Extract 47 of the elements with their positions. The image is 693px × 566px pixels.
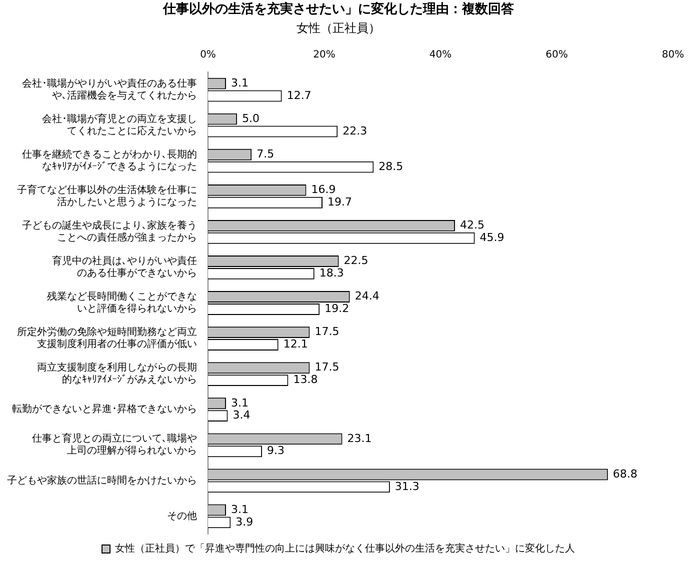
data-label: 3.1 bbox=[231, 396, 249, 410]
data-label: 42.5 bbox=[460, 218, 485, 232]
data-label: 9.3 bbox=[267, 444, 285, 458]
y-tick-label: 育児中の社員は､やりがいや責任のある仕事ができないから bbox=[52, 255, 197, 280]
data-label: 13.8 bbox=[293, 373, 318, 386]
data-label: 68.8 bbox=[612, 467, 638, 480]
data-label: 12.1 bbox=[283, 338, 308, 351]
chart-title: 仕事以外の生活を充実させたい」に変化した理由：複数回答 bbox=[162, 1, 514, 18]
x-tick-label: 0% bbox=[200, 50, 216, 61]
data-label: 5.0 bbox=[242, 112, 260, 125]
y-tick-label: 所定外労働の免除や短時間勤務など両立支援制度利用者の仕事の評価が低い bbox=[17, 326, 197, 350]
data-label: 16.9 bbox=[311, 183, 336, 196]
y-tick-label: 子育てなど仕事以外の生活体験を仕事に活かしたいと思うようになった bbox=[17, 184, 197, 208]
data-label: 3.9 bbox=[236, 515, 254, 528]
y-tick-label: 子どもの誕生や成長により､家族を養うことへの責任感が強まったから bbox=[22, 220, 197, 244]
data-label: 24.4 bbox=[354, 290, 380, 303]
data-label: 28.5 bbox=[378, 160, 404, 173]
data-label: 18.3 bbox=[319, 266, 344, 280]
data-label: 22.5 bbox=[344, 254, 368, 268]
x-tick-label: 60% bbox=[546, 50, 568, 61]
data-label: 19.7 bbox=[328, 195, 352, 208]
y-tick-label: 会社･職場がやりがいや責任のある仕事や､活躍機会を与えてくれたから bbox=[22, 77, 197, 102]
y-tick-label: 転勤ができないと昇進･昇格できないから bbox=[12, 403, 197, 416]
y-tick-label: 両立支援制度を利用しながらの長期的なｷｬﾘｱｲﾒｰｼﾞがみえないから bbox=[37, 362, 197, 386]
data-label: 45.9 bbox=[480, 231, 504, 244]
y-tick-label: その他 bbox=[167, 510, 197, 522]
data-label: 17.5 bbox=[314, 360, 340, 374]
chart-subtitle: 女性（正社員） bbox=[296, 20, 380, 35]
data-label: 3.1 bbox=[231, 502, 249, 516]
y-tick-label: 会社･職場が育児との両立を支援してくれたことに応えたいから bbox=[42, 112, 197, 137]
data-label: 17.5 bbox=[314, 325, 340, 338]
y-tick-label: 仕事と育児との両立について､職場や上司の理解が得られないから bbox=[32, 432, 197, 457]
data-label: 7.5 bbox=[256, 147, 274, 160]
data-label: 12.7 bbox=[286, 88, 312, 102]
data-label: 19.2 bbox=[324, 302, 350, 316]
y-tick-label: 残業など長時間働くことができないと評価を得られないから bbox=[47, 290, 197, 315]
x-tick-label: 80% bbox=[662, 50, 684, 61]
data-label: 3.1 bbox=[231, 76, 249, 90]
data-label: 23.1 bbox=[347, 432, 372, 445]
y-tick-label: 子どもや家族の世話に時間をかけたいから bbox=[7, 474, 197, 486]
x-tick-label: 20% bbox=[313, 50, 336, 61]
data-label: 31.3 bbox=[394, 480, 420, 493]
legend-label: 女性（正社員）で「昇進や専門性の向上には興味がなく仕事以外の生活を充実させたい」に変化した人 bbox=[115, 542, 575, 555]
data-label: 22.3 bbox=[342, 124, 368, 138]
x-tick-label: 40% bbox=[429, 50, 452, 61]
data-label: 3.4 bbox=[232, 408, 250, 422]
y-tick-label: 仕事を継続できることがわかり､長期的なｷｬﾘｱがｲﾒｰｼﾞできるようになった bbox=[22, 148, 197, 172]
